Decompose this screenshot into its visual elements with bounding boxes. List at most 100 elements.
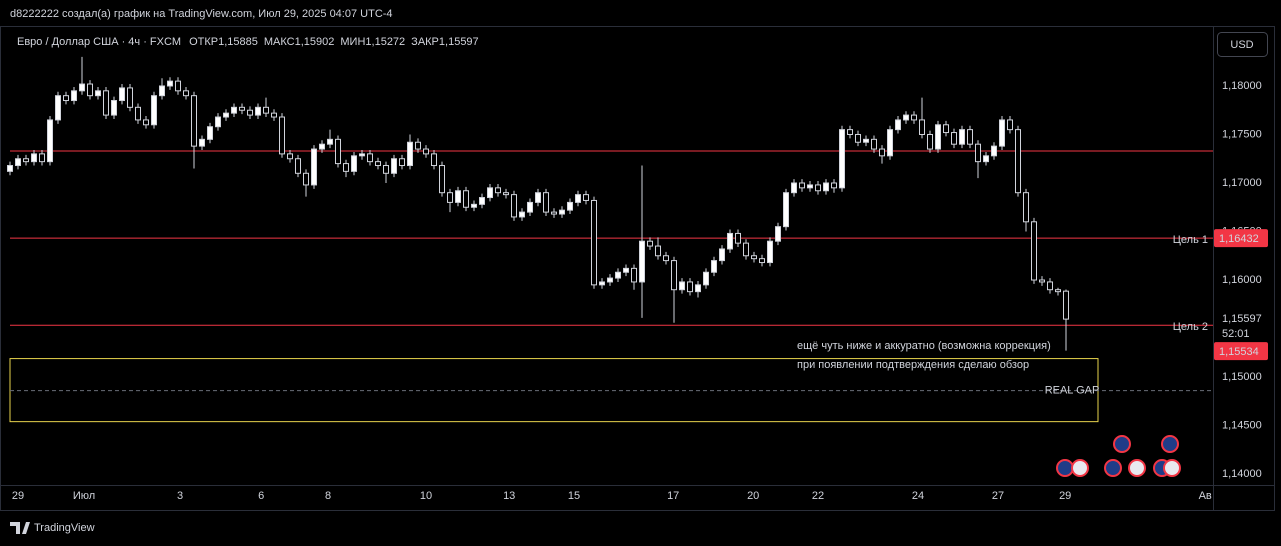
candle-body [175,80,181,92]
candle-body [407,141,413,167]
candle-body [1039,279,1045,283]
x-tick-label: Ав [1199,490,1212,502]
candle-body [599,281,605,286]
y-tick-label: 1,14000 [1222,468,1262,480]
candle-body [191,95,197,147]
x-tick-label: 6 [258,490,264,502]
candle-body [655,245,661,257]
candle-body [391,158,397,174]
event-icon[interactable] [1161,435,1179,453]
candle-body [823,182,829,192]
candle-body [903,114,909,121]
candle-body [471,203,477,208]
legend: Евро / Доллар США · 4ч · FXCM ОТКР1,15885… [17,36,479,48]
candle-body [943,124,949,134]
candle-body [751,255,757,260]
candle-body [743,242,749,257]
x-tick-label: 13 [503,490,515,502]
candle-body [663,255,669,262]
candle-body [615,271,621,279]
candle-body [935,124,941,150]
candle-body [375,161,381,167]
candle-body [487,187,493,199]
x-tick-label: Июл [73,490,95,502]
currency[interactable]: USD [1230,39,1253,51]
event-icon[interactable] [1128,459,1146,477]
candle-body [583,194,589,201]
candle-body [335,138,341,165]
candle-body [607,277,613,283]
candle-body [1031,221,1037,281]
candle-body [439,165,445,194]
candle-body [183,90,189,97]
candle-body [271,112,277,118]
x-tick-label: 17 [667,490,679,502]
legend-field-value: 1,15902 [295,36,335,48]
event-icons [1056,435,1181,477]
legend-field-name: МАКС [264,36,295,48]
x-tick-label: 22 [812,490,824,502]
x-tick-label: 10 [420,490,432,502]
candle-body [911,114,917,121]
candle-body [207,126,213,140]
candle-body [63,95,69,102]
candle-body [695,284,701,293]
candle-body [679,281,685,291]
candle-body [703,271,709,286]
candle-body [95,90,101,97]
legend-field-name: ОТКР [189,36,218,48]
candle-body [367,153,373,163]
attribution: d8222222 создал(а) график на TradingView… [10,8,393,20]
candle-body [735,232,741,244]
candle-body [511,194,517,218]
legend-field-value: 1,15885 [218,36,258,48]
candle-body [127,87,133,108]
candle-body [87,83,93,97]
legend-field-name: ЗАКР [411,36,439,48]
candle-body [279,116,285,155]
candle-body [575,194,581,203]
candle-body [79,83,85,92]
x-tick-label: 3 [177,490,183,502]
event-icon[interactable] [1163,459,1181,477]
candle-body [319,143,325,150]
legend-field-value: 1,15272 [365,36,405,48]
candle-body [263,106,269,114]
candle-body [1007,119,1013,131]
candle-body [71,90,77,102]
annotation-text: ещё чуть ниже и аккуратно (возможна корр… [797,340,1051,352]
event-icon[interactable] [1104,459,1122,477]
currency-button[interactable] [1217,32,1268,57]
candle-body [967,129,973,145]
candle-body [15,158,21,167]
candle-body [791,182,797,194]
candle-body [871,138,877,150]
candle-body [559,209,565,215]
candle-body [959,129,965,145]
legend-field-name: МИН [340,36,365,48]
candle-body [799,182,805,189]
candle-body [287,153,293,160]
last-price-label: 1,15597 [1222,313,1262,325]
candle-body [919,119,925,135]
candle-body [167,80,173,87]
event-icon[interactable] [1056,459,1074,477]
legend-field-value: 1,15597 [439,36,479,48]
candle-body [991,145,997,157]
x-tick-label: 8 [325,490,331,502]
candle-body [111,100,117,116]
candle-body [351,155,357,172]
candle-body [551,211,557,215]
gap-label: REAL GAP [1045,385,1100,397]
candle-body [975,143,981,163]
level-tag-label: 1,16432 [1219,233,1259,245]
candle-body [879,148,885,157]
candle-body [47,119,53,163]
candle-body [855,133,861,143]
event-icon[interactable] [1071,459,1089,477]
y-tick-label: 1,17500 [1222,128,1262,140]
candle-body [7,165,13,172]
candle-body [631,267,637,283]
candle-body [775,226,781,242]
event-icon[interactable] [1113,435,1131,453]
